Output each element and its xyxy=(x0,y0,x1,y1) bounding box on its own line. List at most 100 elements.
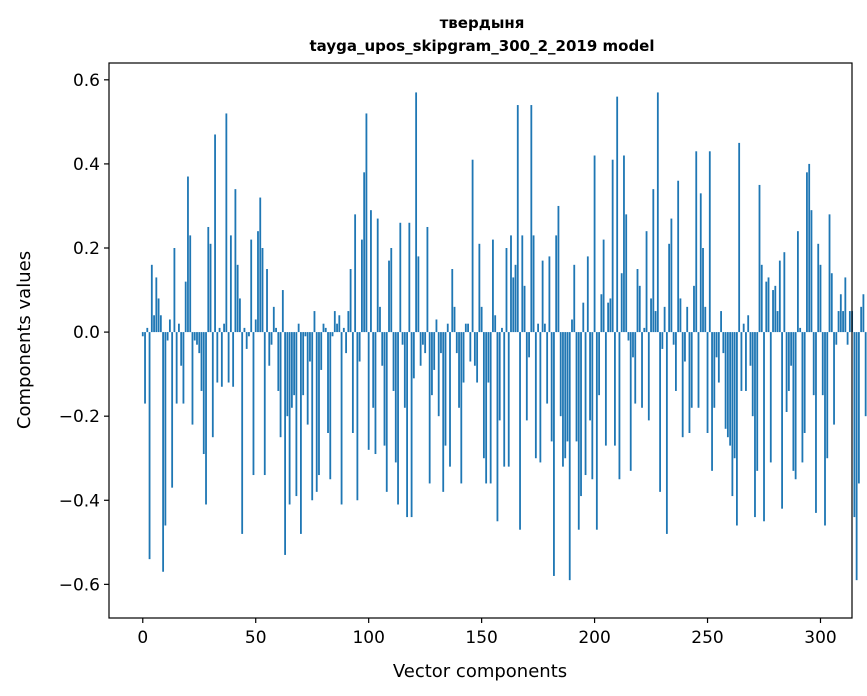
bar xyxy=(808,163,811,333)
bar xyxy=(839,294,842,333)
bar xyxy=(175,332,178,404)
bar xyxy=(196,332,198,345)
bar xyxy=(453,306,456,333)
bar xyxy=(702,248,704,333)
bar xyxy=(460,332,463,484)
x-tick-label: 300 xyxy=(804,628,836,648)
bar xyxy=(591,332,594,480)
bar xyxy=(772,290,774,333)
bar xyxy=(311,332,314,501)
bar xyxy=(302,332,305,396)
bar xyxy=(534,332,537,459)
bar xyxy=(498,332,501,421)
bar xyxy=(769,332,772,463)
bar xyxy=(376,218,379,333)
bar xyxy=(164,332,167,526)
bar xyxy=(338,315,341,333)
bar xyxy=(198,332,201,354)
bar xyxy=(623,155,625,333)
bar xyxy=(279,332,282,438)
bar xyxy=(304,332,307,337)
bar xyxy=(489,332,492,484)
bar xyxy=(684,332,686,362)
bar xyxy=(528,332,530,358)
bar xyxy=(327,332,329,433)
y-tick-label: −0.6 xyxy=(59,575,100,595)
bar xyxy=(679,298,682,333)
bar xyxy=(419,332,422,366)
bar xyxy=(580,332,582,497)
bar xyxy=(209,243,212,333)
bar xyxy=(510,235,512,333)
bar xyxy=(471,159,474,333)
bar xyxy=(236,264,239,333)
bar xyxy=(324,327,327,333)
bar xyxy=(155,277,158,333)
bar xyxy=(643,327,646,333)
bar xyxy=(482,332,485,459)
bar xyxy=(745,332,747,391)
bar xyxy=(855,332,858,581)
bar xyxy=(492,239,494,333)
bar xyxy=(476,332,479,383)
bar xyxy=(842,311,844,333)
bar xyxy=(539,332,542,463)
bar xyxy=(632,332,634,358)
bar xyxy=(487,332,490,383)
bar xyxy=(661,332,664,349)
bar xyxy=(288,332,291,505)
bar xyxy=(693,285,695,333)
bar xyxy=(824,332,826,526)
bar xyxy=(383,332,386,446)
bar xyxy=(313,311,316,333)
bar xyxy=(220,332,223,387)
bar xyxy=(614,332,616,446)
bar xyxy=(458,332,460,408)
bar xyxy=(268,332,271,366)
bar xyxy=(351,332,354,433)
bar xyxy=(559,332,562,417)
bar xyxy=(629,332,632,471)
bar xyxy=(774,285,777,333)
bar xyxy=(546,332,549,404)
bar xyxy=(857,332,860,484)
bar xyxy=(758,184,761,333)
bar xyxy=(627,332,630,341)
bar xyxy=(747,315,750,333)
bar xyxy=(620,273,623,333)
bar xyxy=(354,214,357,333)
bar xyxy=(381,332,384,366)
bar xyxy=(306,332,309,425)
bar xyxy=(593,155,596,333)
bar xyxy=(611,159,614,333)
bar xyxy=(363,172,366,333)
bar xyxy=(837,311,840,333)
bar xyxy=(205,332,207,505)
bar xyxy=(600,294,603,333)
bar xyxy=(412,332,415,379)
bar xyxy=(724,332,727,429)
bar xyxy=(173,248,176,333)
bar xyxy=(738,142,741,333)
bar xyxy=(257,231,259,333)
bar xyxy=(555,235,558,333)
bar xyxy=(270,332,273,345)
bar xyxy=(322,323,325,333)
y-axis-ticks: −0.6 −0.4 −0.2 0.0 0.2 0.4 0.6 xyxy=(59,71,109,595)
bar xyxy=(392,332,395,391)
x-tick-label: 150 xyxy=(465,628,497,648)
bar xyxy=(801,332,804,463)
bar xyxy=(641,332,643,408)
bar xyxy=(848,311,851,333)
bar xyxy=(295,332,298,497)
bar xyxy=(272,306,275,333)
bar xyxy=(467,323,469,333)
bar xyxy=(440,332,442,354)
bar xyxy=(329,332,332,480)
bar xyxy=(654,311,657,333)
bar xyxy=(399,222,402,333)
bar xyxy=(361,239,363,333)
bar xyxy=(765,281,768,333)
bar xyxy=(252,332,255,476)
bar xyxy=(656,92,659,333)
